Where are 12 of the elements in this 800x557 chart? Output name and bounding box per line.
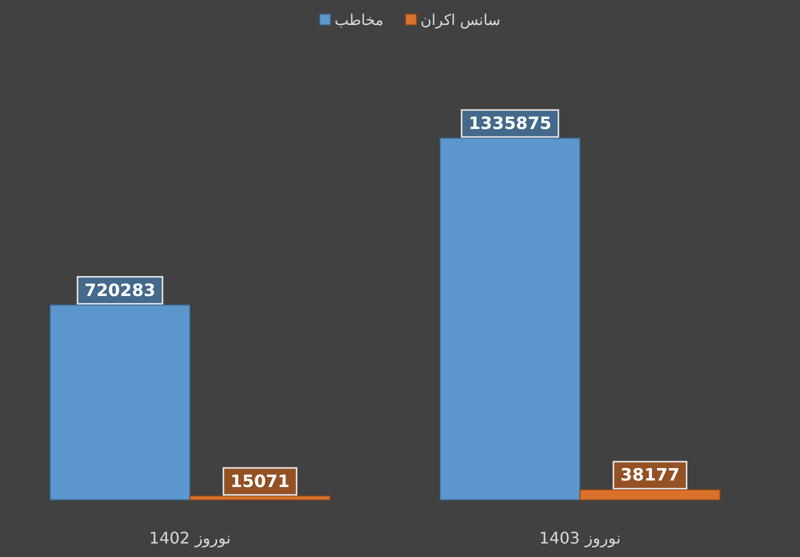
data-label: 720283 <box>84 280 156 301</box>
data-label: 15071 <box>230 472 290 492</box>
legend-label: مخاطب <box>334 11 384 29</box>
data-label: 1335875 <box>460 109 560 138</box>
legend-label: سانس اکران <box>420 11 500 29</box>
category-label: نوروز 1402 <box>149 528 231 548</box>
data-label: 38177 <box>620 466 680 486</box>
data-label: 15071 <box>222 467 298 496</box>
data-label: 1335875 <box>468 114 552 134</box>
category-label: نوروز 1403 <box>539 528 621 548</box>
data-label: 38177 <box>612 460 688 490</box>
data-label: 720283 <box>76 276 164 305</box>
